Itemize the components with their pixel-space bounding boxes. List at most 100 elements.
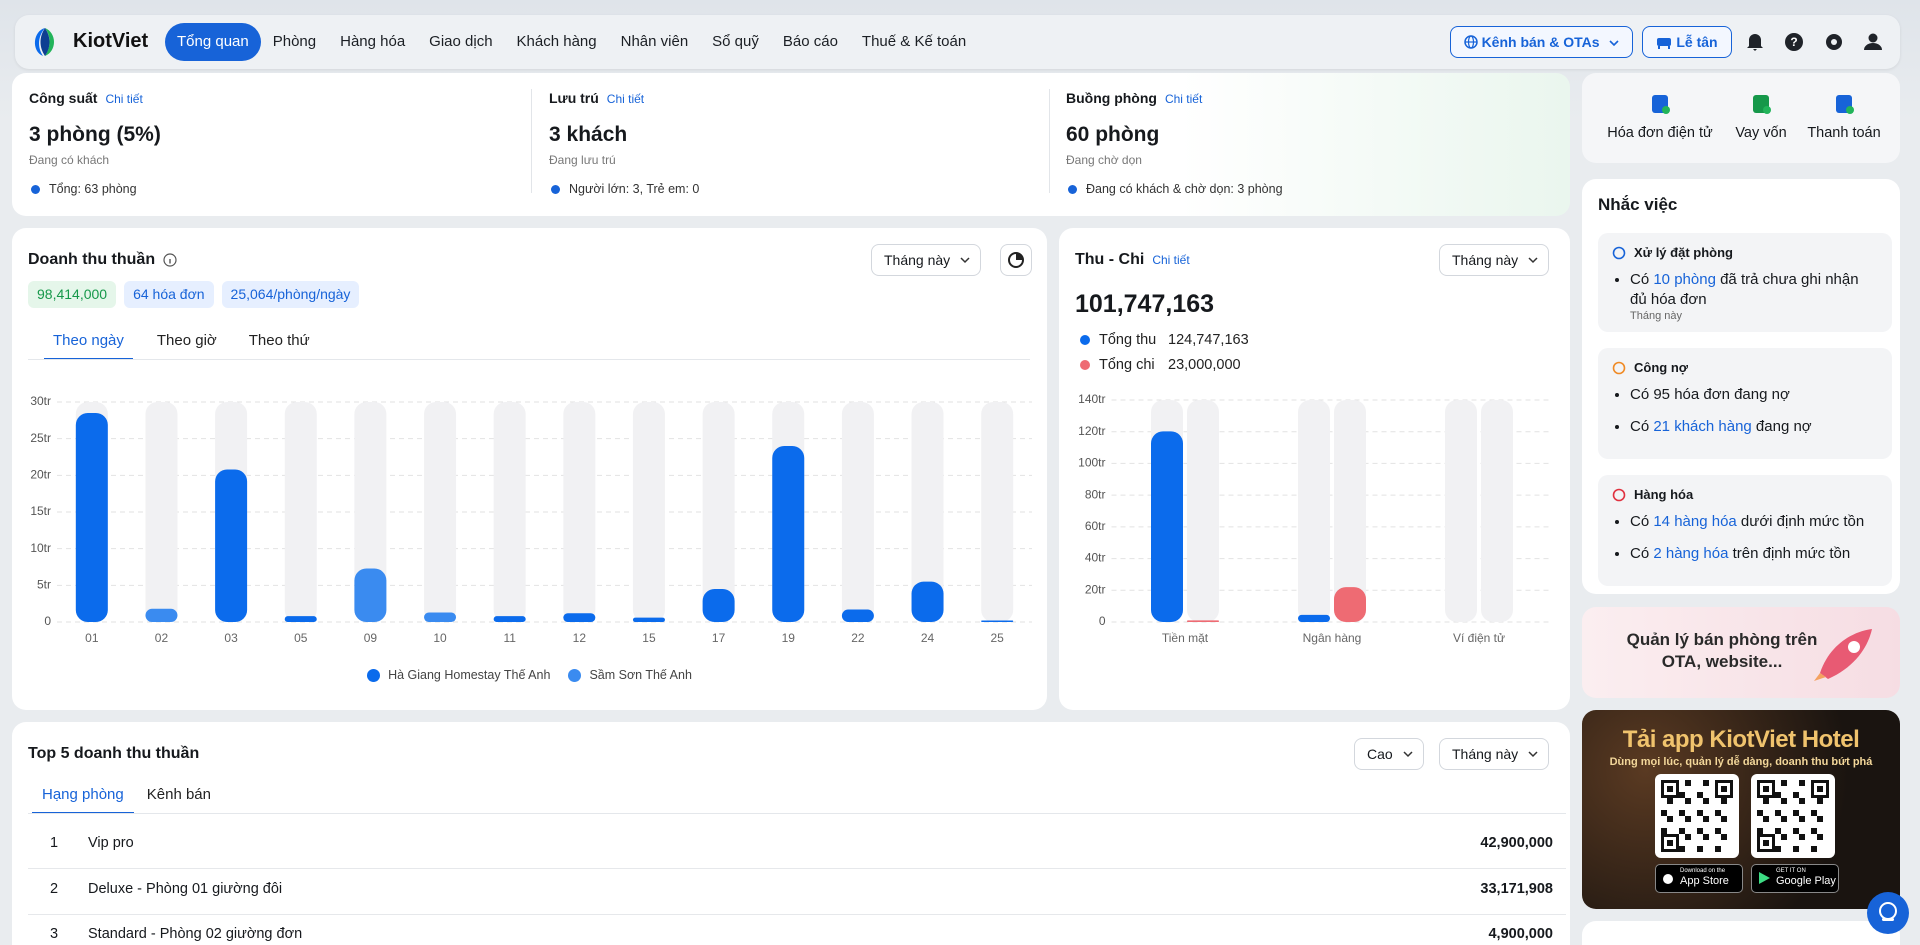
navbar: KiotViet Tổng quan Phòng Hàng hóa Giao dịch… — [15, 15, 1900, 69]
tab[interactable]: Theo thứ — [248, 332, 310, 349]
qr-finder-core — [1817, 786, 1823, 792]
group-items: Có 10 phòng đã trả chưa ghi nhận đủ hóa … — [1612, 270, 1878, 310]
brand: KiotViet — [73, 30, 149, 52]
bar — [981, 620, 1014, 622]
banner-text: Quản lý bán phòng trên OTA, website... — [1626, 630, 1818, 671]
nav-item[interactable]: Hàng hóa — [340, 33, 406, 50]
promo-title: Tải app KiotViet Hotel — [1622, 726, 1860, 753]
y-tick-label: 100tr — [1078, 456, 1105, 470]
bar — [215, 469, 248, 622]
info-bar — [169, 259, 171, 264]
card-link[interactable]: Chi tiết — [1152, 253, 1190, 267]
bar-track — [145, 402, 178, 622]
tab[interactable]: Hạng phòng — [32, 784, 134, 814]
summary-title: Lưu trú — [549, 90, 599, 106]
qr-cell — [1697, 828, 1703, 834]
legend-total: 124,747,163 — [1168, 332, 1249, 348]
qr-cell — [1661, 810, 1667, 816]
reminder-group: Xử lý đặt phòng Có 10 phòng đã trả chưa g… — [1598, 233, 1892, 332]
cash-total: 101,747,163 — [1075, 290, 1215, 318]
reminder-item: Có 10 phòng đã trả chưa ghi nhận đủ hóa … — [1630, 270, 1878, 310]
qr-cell — [1763, 798, 1769, 804]
nav-icons[interactable]: ? — [1743, 30, 1887, 54]
dropdown[interactable]: Tháng này — [1439, 738, 1550, 770]
x-tick-label: 03 — [224, 631, 238, 645]
nav-item[interactable]: Sổ quỹ — [712, 33, 759, 50]
chat-button[interactable] — [1866, 891, 1910, 935]
x-tick-label: 15 — [642, 631, 656, 645]
badge: 25,064/phòng/ngày — [221, 281, 360, 308]
store-icon — [1663, 874, 1673, 884]
qr-cell — [1685, 816, 1691, 822]
group-title: Công nợ — [1634, 360, 1689, 375]
summary-note: Tổng: 63 phòng — [49, 182, 137, 196]
qr-cell — [1667, 798, 1673, 804]
chart-type-button[interactable] — [1000, 244, 1032, 276]
qr-finder-core — [1721, 786, 1727, 792]
nav-item[interactable]: Tổng quan — [165, 23, 261, 61]
qr-cell — [1799, 816, 1805, 822]
rank: 1 — [50, 835, 59, 851]
y-tick-label: 10tr — [30, 541, 51, 555]
qr-cell — [1721, 816, 1727, 822]
reminder-link[interactable]: 2 hàng hóa — [1653, 545, 1729, 562]
chevron — [960, 257, 970, 264]
action-label[interactable]: Thanh toán — [1807, 125, 1881, 141]
nav-item[interactable]: Giao dịch — [429, 33, 493, 50]
top5-card: Top 5 doanh thu thuần Cao Tháng này Hạng ph… — [12, 722, 1570, 945]
qr-cell — [1685, 780, 1691, 786]
action-label[interactable]: Vay vốn — [1735, 125, 1787, 141]
bar-track — [981, 402, 1014, 622]
nav-item[interactable]: Báo cáo — [782, 33, 838, 50]
reminder-link[interactable]: 10 phòng — [1653, 271, 1716, 288]
tab[interactable]: Kênh bán — [146, 786, 211, 803]
action-label[interactable]: Hóa đơn điện tử — [1607, 125, 1713, 141]
reminder-text: Có — [1630, 418, 1654, 435]
bar-track — [1334, 400, 1366, 622]
qr-cell — [1721, 798, 1727, 804]
bar — [1187, 620, 1219, 622]
dropdown[interactable]: Tháng này — [1439, 244, 1550, 276]
store-badge[interactable]: Download on the App Store — [1655, 864, 1743, 893]
qr-cell — [1817, 798, 1823, 804]
dropdown[interactable]: Tháng này — [871, 244, 982, 276]
tab[interactable]: Theo giờ — [156, 332, 217, 349]
nav-item[interactable]: Khách hàng — [516, 33, 597, 50]
reminder-link[interactable]: 14 hàng hóa — [1653, 513, 1737, 530]
summary-card: Công suất Chi tiết 3 phòng (5%) Đang có khá… — [12, 73, 1570, 216]
legend-swatch — [1080, 335, 1090, 345]
channels-button[interactable]: Kênh bán & OTAs — [1450, 26, 1633, 58]
nav-item[interactable]: Thuế & Kế toán — [861, 33, 967, 50]
divider — [531, 89, 532, 193]
y-tick-label: 30tr — [30, 394, 51, 408]
legend-total: 23,000,000 — [1168, 357, 1241, 373]
qr-cell — [1703, 816, 1709, 822]
chevron — [1403, 751, 1413, 758]
reminder-text: Có — [1630, 545, 1654, 562]
bar-track — [424, 402, 457, 622]
store-badge[interactable]: GET IT ON Google Play — [1751, 864, 1839, 893]
summary-link[interactable]: Chi tiết — [105, 92, 143, 106]
qr-cell — [1775, 810, 1781, 816]
app-promo[interactable]: Tải app KiotViet Hotel Dùng mọi lúc, quản… — [1582, 710, 1900, 909]
ota-banner[interactable]: Quản lý bán phòng trên OTA, website... — [1582, 607, 1900, 698]
y-tick-label: 25tr — [30, 431, 51, 445]
summary-link[interactable]: Chi tiết — [1164, 92, 1203, 106]
store-icon — [1759, 872, 1770, 884]
nav-item[interactable]: Phòng — [272, 33, 317, 50]
nav-item[interactable]: Nhân viên — [620, 33, 689, 50]
bar — [493, 616, 526, 622]
dropdown[interactable]: Cao — [1354, 738, 1424, 770]
chevron — [1528, 257, 1538, 264]
x-tick-label: 19 — [782, 631, 796, 645]
promo-subtitle: Dùng mọi lúc, quản lý dễ dàng, doanh thu… — [1609, 756, 1873, 768]
qr-cell — [1781, 780, 1787, 786]
svg-text:?: ? — [1790, 35, 1797, 49]
summary-title: Công suất — [29, 90, 98, 106]
pie-slice — [1016, 253, 1023, 260]
qr-cell — [1703, 780, 1709, 786]
reception-button[interactable]: Lễ tân — [1642, 26, 1732, 58]
summary-link[interactable]: Chi tiết — [606, 92, 645, 106]
reminder-link[interactable]: 21 khách hàng — [1653, 418, 1752, 435]
